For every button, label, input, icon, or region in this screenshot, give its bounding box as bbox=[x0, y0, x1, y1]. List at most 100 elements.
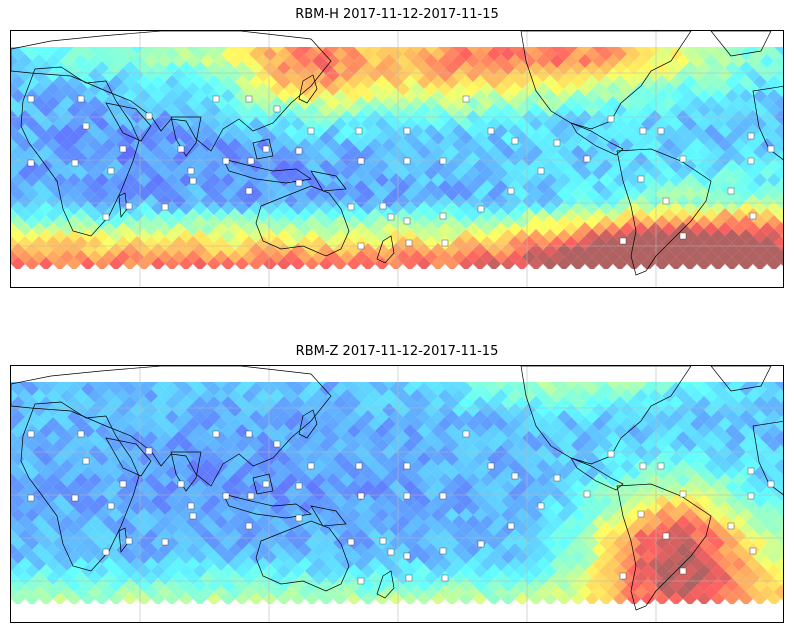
station-mark bbox=[477, 540, 485, 548]
station-mark bbox=[387, 213, 395, 221]
station-mark bbox=[662, 532, 670, 540]
station-mark bbox=[441, 574, 449, 582]
coastline-indonesia bbox=[222, 158, 312, 184]
coastline-nz bbox=[376, 235, 395, 264]
station-mark bbox=[767, 145, 775, 153]
map-panel-rbm-z bbox=[10, 365, 784, 623]
station-mark bbox=[189, 512, 197, 520]
station-mark bbox=[679, 155, 687, 163]
station-mark bbox=[273, 440, 281, 448]
coastline-arabia bbox=[105, 437, 152, 477]
station-mark bbox=[379, 202, 387, 210]
station-mark bbox=[511, 137, 519, 145]
station-mark bbox=[71, 494, 79, 502]
station-mark bbox=[537, 167, 545, 175]
map-canvas-rbm-z bbox=[11, 366, 783, 622]
station-mark bbox=[405, 239, 413, 247]
coastline-australia bbox=[255, 520, 350, 592]
station-mark bbox=[357, 577, 365, 585]
coastline-png bbox=[310, 170, 347, 192]
station-mark bbox=[403, 492, 411, 500]
coastline-indonesia bbox=[222, 493, 312, 519]
station-mark bbox=[245, 430, 253, 438]
station-mark bbox=[262, 480, 270, 488]
station-mark bbox=[727, 522, 735, 530]
station-mark bbox=[27, 494, 35, 502]
coastline-eurasia bbox=[11, 31, 332, 152]
coastline-centralam bbox=[570, 457, 624, 491]
station-mark bbox=[347, 538, 355, 546]
station-mark bbox=[189, 177, 197, 185]
station-mark bbox=[747, 132, 755, 140]
station-mark bbox=[679, 567, 687, 575]
coastline-png bbox=[310, 505, 347, 527]
station-mark bbox=[679, 232, 687, 240]
station-mark bbox=[245, 522, 253, 530]
map-canvas-rbm-h bbox=[11, 31, 783, 287]
rbm-z-gridlines bbox=[11, 366, 783, 622]
rbm-h-field bbox=[11, 40, 783, 271]
rbm-z-field bbox=[11, 375, 783, 606]
station-mark bbox=[357, 492, 365, 500]
station-mark bbox=[307, 127, 315, 135]
station-mark bbox=[125, 537, 133, 545]
coastline-samerica bbox=[616, 148, 712, 276]
coastline-india bbox=[170, 116, 202, 157]
station-mark bbox=[187, 502, 195, 510]
coastline-nz bbox=[376, 570, 395, 599]
station-mark bbox=[77, 95, 85, 103]
station-mark bbox=[727, 187, 735, 195]
station-mark bbox=[347, 203, 355, 211]
station-mark bbox=[145, 447, 153, 455]
station-mark bbox=[295, 147, 303, 155]
station-mark bbox=[583, 490, 591, 498]
station-mark bbox=[77, 430, 85, 438]
coastline-eurasia bbox=[11, 366, 332, 487]
coastline-centralam bbox=[570, 122, 624, 156]
rbm-z-station-marks bbox=[27, 430, 775, 585]
rbm-h-gridlines bbox=[11, 31, 783, 287]
station-mark bbox=[102, 548, 110, 556]
station-mark bbox=[27, 430, 35, 438]
coastline-namerica bbox=[520, 366, 692, 465]
coastline-australia bbox=[255, 185, 350, 257]
station-mark bbox=[405, 574, 413, 582]
map-title-rbm-z: RBM-Z 2017-11-12-2017-11-15 bbox=[295, 344, 499, 359]
station-mark bbox=[607, 450, 615, 458]
station-mark bbox=[403, 552, 411, 560]
coastline-japan bbox=[298, 74, 318, 104]
station-mark bbox=[403, 127, 411, 135]
station-mark bbox=[487, 127, 495, 135]
map-panel-rbm-h bbox=[10, 30, 784, 288]
station-mark bbox=[462, 430, 470, 438]
station-mark bbox=[212, 95, 220, 103]
station-mark bbox=[161, 203, 169, 211]
rbm-h-station-marks bbox=[27, 95, 775, 250]
station-mark bbox=[583, 155, 591, 163]
station-mark bbox=[637, 510, 645, 518]
station-mark bbox=[119, 145, 127, 153]
station-mark bbox=[439, 157, 447, 165]
station-mark bbox=[439, 212, 447, 220]
station-mark bbox=[662, 197, 670, 205]
coastline-borneo bbox=[252, 138, 274, 160]
station-mark bbox=[477, 205, 485, 213]
station-mark bbox=[537, 502, 545, 510]
station-mark bbox=[441, 239, 449, 247]
station-mark bbox=[119, 480, 127, 488]
coastline-westafrica2 bbox=[752, 85, 783, 160]
station-mark bbox=[307, 462, 315, 470]
coastline-namerica bbox=[520, 31, 692, 130]
coastline-india bbox=[170, 451, 202, 492]
station-mark bbox=[747, 157, 755, 165]
station-mark bbox=[462, 95, 470, 103]
coastline-greenland bbox=[710, 31, 772, 57]
station-mark bbox=[657, 462, 665, 470]
station-mark bbox=[102, 213, 110, 221]
station-mark bbox=[507, 187, 515, 195]
coastline-japan bbox=[298, 409, 318, 439]
station-mark bbox=[387, 548, 395, 556]
station-mark bbox=[212, 430, 220, 438]
rbm-h-coastlines bbox=[11, 31, 783, 276]
station-mark bbox=[177, 145, 185, 153]
